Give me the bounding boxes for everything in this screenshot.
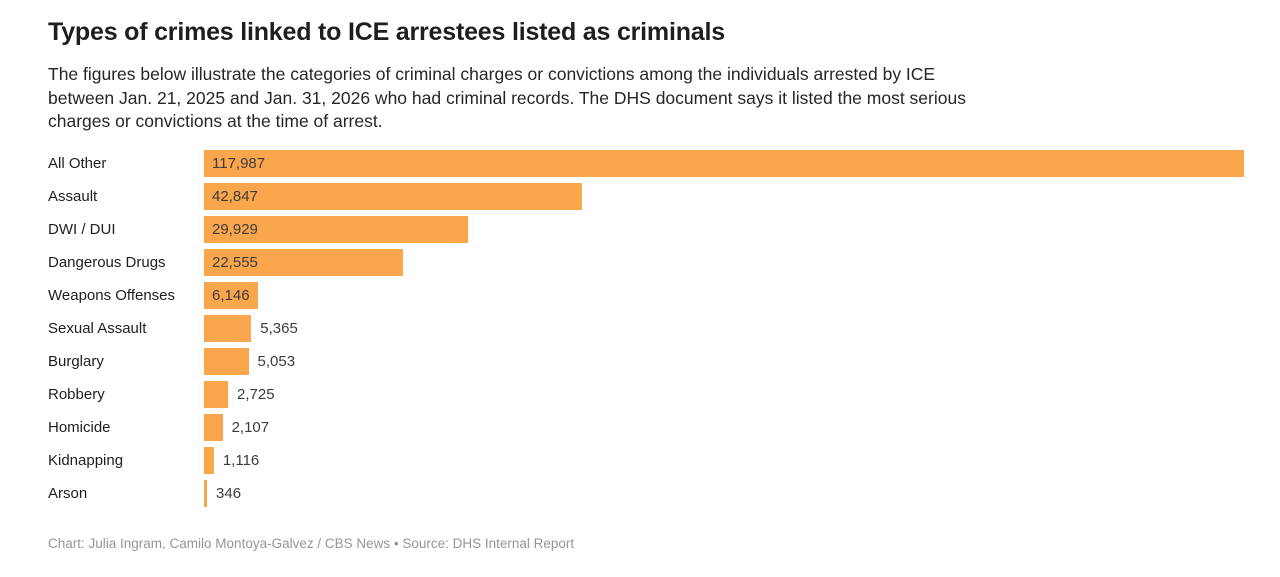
bar-row: Homicide 2,107 xyxy=(48,413,1244,441)
value-label: 346 xyxy=(216,484,242,502)
bar-row: Dangerous Drugs 22,555 xyxy=(48,248,1244,276)
category-label: Arson xyxy=(48,484,88,502)
value-label: 29,929 xyxy=(212,220,258,238)
bar xyxy=(204,380,229,408)
value-label: 42,847 xyxy=(212,187,258,205)
bar-track: 117,987 xyxy=(204,149,1244,177)
value-label: 117,987 xyxy=(212,154,266,172)
bar-track: 5,365 xyxy=(204,314,1244,342)
bar xyxy=(204,347,249,375)
category-label: Kidnapping xyxy=(48,451,124,469)
bar-track: 1,116 xyxy=(204,446,1244,474)
bar-row: Weapons Offenses 6,146 xyxy=(48,281,1244,309)
value-label: 2,725 xyxy=(237,385,275,403)
category-label: Robbery xyxy=(48,385,105,403)
category-label: Sexual Assault xyxy=(48,319,147,337)
chart-subtitle: The figures below illustrate the categor… xyxy=(48,63,1244,134)
value-label: 5,365 xyxy=(260,319,298,337)
bar-row: DWI / DUI 29,929 xyxy=(48,215,1244,243)
bar-track: 22,555 xyxy=(204,248,1244,276)
bar-row: Arson 346 xyxy=(48,479,1244,507)
bar xyxy=(204,413,223,441)
bar-chart: All Other 117,987 Assault 42,847 DWI / DUI 29… xyxy=(48,149,1244,507)
bar-row: Kidnapping 1,116 xyxy=(48,446,1244,474)
bar-track: 42,847 xyxy=(204,182,1244,210)
value-label: 22,555 xyxy=(212,253,258,271)
category-label: DWI / DUI xyxy=(48,220,116,238)
value-label: 2,107 xyxy=(231,418,270,436)
bar-track: 5,053 xyxy=(204,347,1244,375)
subtitle-line: The figures below illustrate the categor… xyxy=(48,64,936,84)
bar xyxy=(204,446,214,474)
chart-card: Types of crimes linked to ICE arrestees … xyxy=(48,18,1244,551)
category-label: Assault xyxy=(48,187,98,205)
bar-track: 2,725 xyxy=(204,380,1244,408)
bar-row: All Other 117,987 xyxy=(48,149,1244,177)
bar-row: Sexual Assault 5,365 xyxy=(48,314,1244,342)
bar xyxy=(204,479,208,507)
category-label: Dangerous Drugs xyxy=(48,253,166,271)
bar-row: Robbery 2,725 xyxy=(48,380,1244,408)
bar-track: 6,146 xyxy=(204,281,1244,309)
bar-track: 2,107 xyxy=(204,413,1244,441)
subtitle-line: between Jan. 21, 2025 and Jan. 31, 2026 … xyxy=(48,87,966,108)
bar-track: 346 xyxy=(204,479,1244,507)
subtitle-line: charges or convictions at the time of ar… xyxy=(48,111,383,131)
bar: 29,929 xyxy=(204,215,468,243)
bar: 117,987 xyxy=(204,149,1244,177)
category-label: Homicide xyxy=(48,418,111,436)
page-title: Types of crimes linked to ICE arrestees … xyxy=(48,18,725,46)
bar-row: Assault 42,847 xyxy=(48,182,1244,210)
value-label: 5,053 xyxy=(257,352,296,370)
bar: 6,146 xyxy=(204,281,259,309)
category-label: Burglary xyxy=(48,352,104,370)
value-label: 6,146 xyxy=(212,286,250,304)
bar-track: 29,929 xyxy=(204,215,1244,243)
category-label: All Other xyxy=(48,154,107,172)
chart-footer-credit: Chart: Julia Ingram, Camilo Montoya-Galv… xyxy=(48,535,575,551)
bar-row: Burglary 5,053 xyxy=(48,347,1244,375)
value-label: 1,116 xyxy=(222,451,260,469)
bar: 22,555 xyxy=(204,248,403,276)
bar: 42,847 xyxy=(204,182,582,210)
category-label: Weapons Offenses xyxy=(48,286,176,304)
bar xyxy=(204,314,252,342)
